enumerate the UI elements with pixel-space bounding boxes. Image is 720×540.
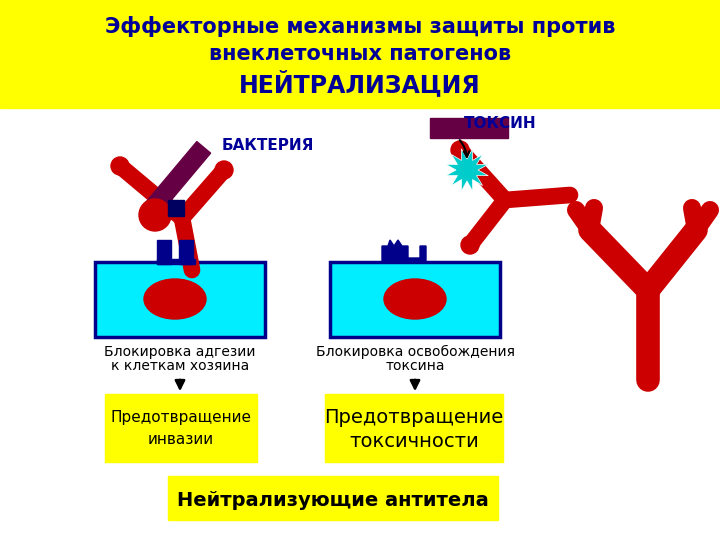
Text: к клеткам хозяина: к клеткам хозяина [111, 359, 249, 373]
Text: НЕЙТРАЛИЗАЦИЯ: НЕЙТРАЛИЗАЦИЯ [239, 70, 481, 97]
Ellipse shape [144, 279, 206, 319]
Ellipse shape [384, 279, 446, 319]
Text: токсина: токсина [385, 359, 445, 373]
Text: Блокировка адгезии: Блокировка адгезии [104, 345, 256, 359]
Text: Эффекторные механизмы защиты против: Эффекторные механизмы защиты против [105, 16, 615, 37]
Text: БАКТЕРИЯ: БАКТЕРИЯ [222, 138, 315, 153]
Text: Блокировка освобождения: Блокировка освобождения [315, 345, 515, 359]
Polygon shape [145, 141, 211, 214]
Bar [105, 394, 257, 462]
Bar [325, 394, 503, 462]
Bar [330, 262, 500, 337]
Circle shape [451, 141, 469, 159]
Bar [95, 262, 265, 337]
Text: токсичности: токсичности [349, 432, 479, 451]
Bar [0, 0, 720, 108]
Text: Нейтрализующие антитела: Нейтрализующие антитела [177, 491, 489, 510]
Circle shape [461, 236, 479, 254]
Circle shape [215, 161, 233, 179]
Polygon shape [446, 148, 488, 191]
Polygon shape [382, 240, 426, 262]
Text: инвазии: инвазии [148, 432, 214, 447]
Text: ТОКСИН: ТОКСИН [464, 116, 536, 131]
Circle shape [139, 199, 171, 231]
Text: Предотвращение: Предотвращение [325, 408, 503, 427]
Bar [430, 118, 508, 138]
Bar [179, 240, 193, 264]
Bar [168, 476, 498, 520]
Bar [157, 240, 171, 264]
Bar [168, 200, 184, 216]
Circle shape [111, 157, 129, 175]
Bar [157, 259, 195, 264]
Text: Предотвращение: Предотвращение [110, 410, 251, 425]
Text: внеклеточных патогенов: внеклеточных патогенов [209, 44, 511, 64]
